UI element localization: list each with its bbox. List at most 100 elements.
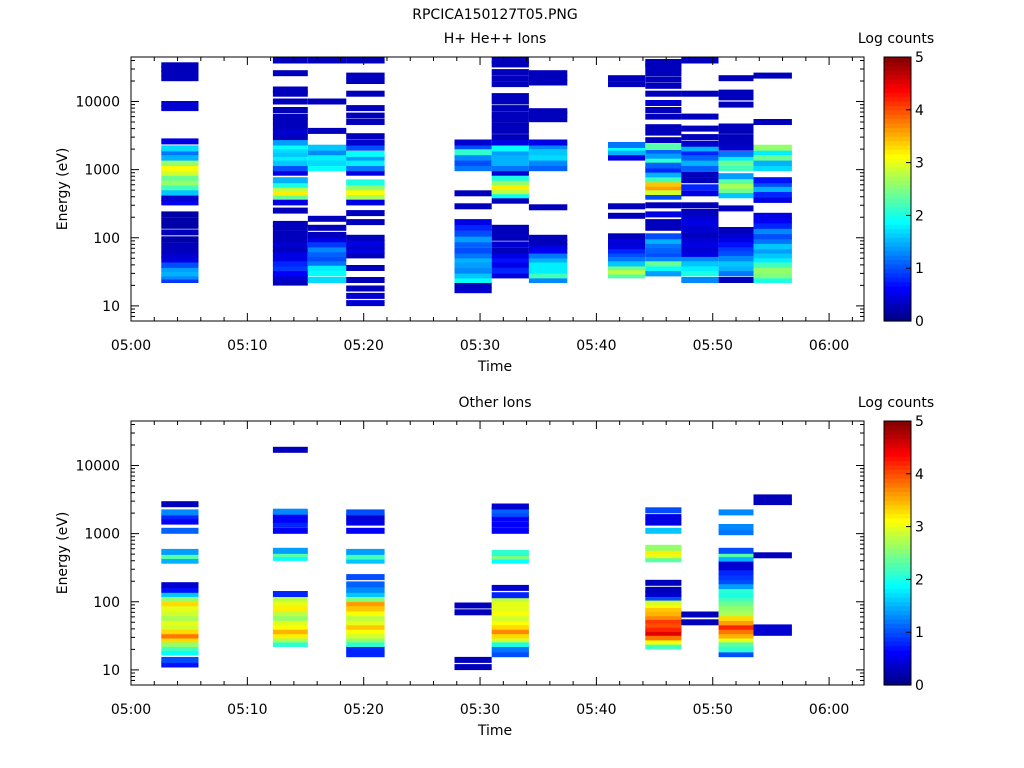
heatmap-cell: [454, 656, 492, 663]
colorbar-swatch: [884, 312, 911, 318]
heatmap-cell: [346, 632, 385, 639]
heatmap-cell: [346, 78, 385, 84]
heatmap-cell: [718, 165, 754, 172]
heatmap-cell: [645, 219, 682, 226]
heatmap-cell: [272, 199, 308, 206]
heatmap-cell: [681, 149, 719, 156]
heatmap-cell: [681, 255, 719, 262]
colorbar-tick-label: 1: [915, 261, 924, 277]
heatmap-cell: [718, 583, 754, 590]
heatmap-cell: [346, 641, 385, 647]
heatmap-cell: [681, 177, 719, 184]
heatmap-cell: [161, 641, 199, 647]
heatmap-cell: [454, 252, 492, 259]
heatmap-cell: [161, 619, 199, 626]
heatmap-cell: [491, 247, 529, 254]
heatmap-cell: [346, 527, 385, 534]
colorbar-tick-label: 4: [915, 103, 924, 119]
colorbar-swatch: [884, 228, 911, 234]
heatmap-cell: [608, 149, 646, 156]
heatmap-cell: [645, 237, 682, 244]
colorbar-swatch: [884, 175, 911, 181]
heatmap-cell: [454, 203, 492, 210]
heatmap-cell: [608, 142, 646, 148]
heatmap-cell: [491, 646, 529, 653]
heatmap-cell: [272, 260, 308, 267]
heatmap-cell: [346, 133, 385, 140]
heatmap-cell: [491, 160, 529, 166]
colorbar-swatch: [884, 544, 911, 550]
heatmap-cell: [307, 246, 347, 253]
colorbar-swatch: [884, 619, 911, 624]
panel-other-ions: Other Ions Log counts 05:00 05:10 05:20 05:…: [55, 395, 934, 739]
heatmap-cell: [753, 629, 792, 636]
colorbar-swatch: [884, 557, 911, 563]
heatmap-cell: [645, 100, 682, 106]
colorbar-swatch: [884, 145, 911, 150]
heatmap-cell: [272, 551, 308, 558]
heatmap-cell: [307, 215, 347, 222]
heatmap-cell: [491, 224, 529, 231]
colorbar-swatch: [884, 307, 911, 313]
heatmap-cell: [346, 581, 385, 588]
heatmap-cell: [718, 277, 754, 283]
heatmap-cell: [718, 245, 754, 252]
heatmap-cell: [346, 285, 385, 292]
heatmap-cell: [681, 611, 719, 618]
x-tick-label: 05:20: [344, 338, 384, 354]
heatmap-cell: [346, 239, 385, 246]
heatmap-cell: [307, 231, 347, 238]
heatmap-cell: [454, 247, 492, 254]
heatmap-cell: [645, 519, 682, 526]
heatmap-cell: [645, 152, 682, 159]
heatmap-cell: [307, 57, 347, 64]
heatmap-cell: [608, 255, 646, 262]
heatmap-cell: [528, 160, 568, 166]
colorbar-swatch: [884, 180, 911, 186]
heatmap-cell: [272, 86, 308, 93]
heatmap-cell: [161, 582, 199, 589]
colorbar-swatch: [884, 215, 911, 221]
heatmap-cell: [681, 154, 719, 161]
x-tick-label: 05:30: [460, 338, 500, 354]
heatmap-cell: [161, 256, 199, 263]
heatmap-cell: [645, 137, 682, 144]
heatmap-cell: [645, 594, 682, 601]
heatmap-cell: [272, 189, 308, 196]
heatmap-cell: [161, 557, 199, 564]
heatmap-cell: [491, 515, 529, 522]
heatmap-cell: [718, 89, 754, 96]
colorbar-swatch: [884, 303, 911, 309]
heatmap-cell: [718, 94, 754, 101]
colorbar-swatch: [884, 114, 911, 120]
heatmap-cell: [645, 166, 682, 173]
colorbar-swatch: [884, 539, 911, 545]
plot-frame: [130, 420, 865, 686]
heatmap-cell: [681, 222, 719, 229]
heatmap-cell: [645, 621, 682, 628]
heatmap-cell: [491, 272, 529, 279]
heatmap-cell: [161, 661, 199, 668]
heatmap-cell: [161, 211, 199, 218]
heatmap-cell: [346, 614, 385, 621]
heatmap-cell: [608, 212, 646, 219]
heatmap-cell: [753, 154, 792, 161]
heatmap-cell: [272, 516, 308, 523]
heatmap-cell: [491, 550, 529, 556]
heatmap-cell: [753, 165, 792, 172]
colorbar-tick-label: 0: [915, 678, 924, 694]
colorbar-swatch: [884, 610, 911, 616]
colorbar-swatch: [884, 140, 911, 146]
heatmap-cell: [161, 600, 199, 607]
colorbar-swatch: [884, 575, 911, 580]
heatmap-cell: [346, 600, 385, 607]
heatmap-cell: [346, 234, 385, 241]
heatmap-cell: [346, 574, 385, 581]
heatmap-cell: [346, 591, 385, 597]
heatmap-cell: [272, 236, 308, 243]
heatmap-cell: [161, 138, 199, 145]
heatmap-cell: [645, 260, 682, 267]
colorbar-swatch: [884, 614, 911, 620]
y-axis-label: Energy (eV): [55, 148, 71, 231]
heatmap-cell: [346, 72, 385, 79]
